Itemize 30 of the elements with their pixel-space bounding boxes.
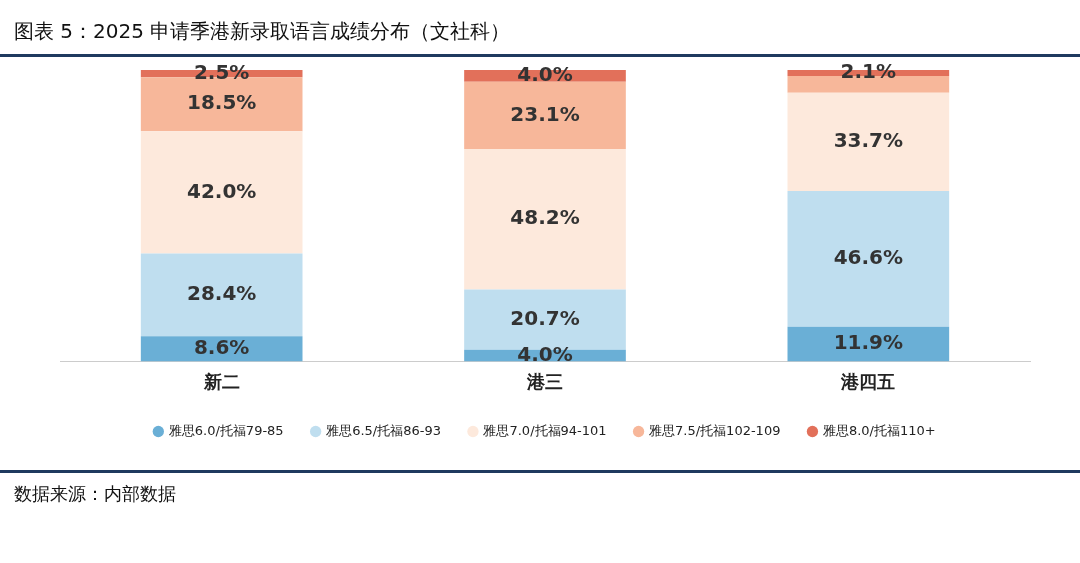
bar [787,76,950,93]
x-tick-label: 新二 [202,370,240,392]
data-label: 48.2% [510,205,580,230]
bar [140,77,303,132]
bar [464,81,626,149]
bar [140,253,303,337]
x-tick-label: 港四五 [840,370,896,392]
legend-label: 雅思6.0/托福79-85 [168,422,284,438]
bar [787,190,950,327]
data-label: 4.0% [517,341,573,366]
data-label: 20.7% [510,305,580,330]
data-label: 4.0% [517,62,573,87]
chart-title: 图表 5：2025 申请季港新录取语言成绩分布（文社科） [14,18,511,45]
data-label: 42.0% [186,178,257,203]
legend-label: 雅思8.0/托福110+ [822,422,936,438]
source-note: 数据来源：内部数据 [14,482,176,506]
data-label: 8.6% [193,335,250,360]
legend-label: 雅思7.5/托福102-109 [649,422,781,438]
legend-label: 雅思6.5/托福86-93 [326,422,441,438]
x-tick-label: 港三 [526,370,563,392]
bar [140,131,303,254]
data-label: 33.7% [833,128,904,153]
data-label: 18.5% [186,90,257,115]
data-label: 11.9% [833,330,904,355]
data-label: 23.1% [510,101,580,126]
data-label: 28.4% [186,281,257,306]
legend-label: 雅思7.0/托福94-101 [483,422,607,438]
bar [464,148,626,290]
data-label: 46.6% [833,245,904,270]
bar [787,92,950,191]
